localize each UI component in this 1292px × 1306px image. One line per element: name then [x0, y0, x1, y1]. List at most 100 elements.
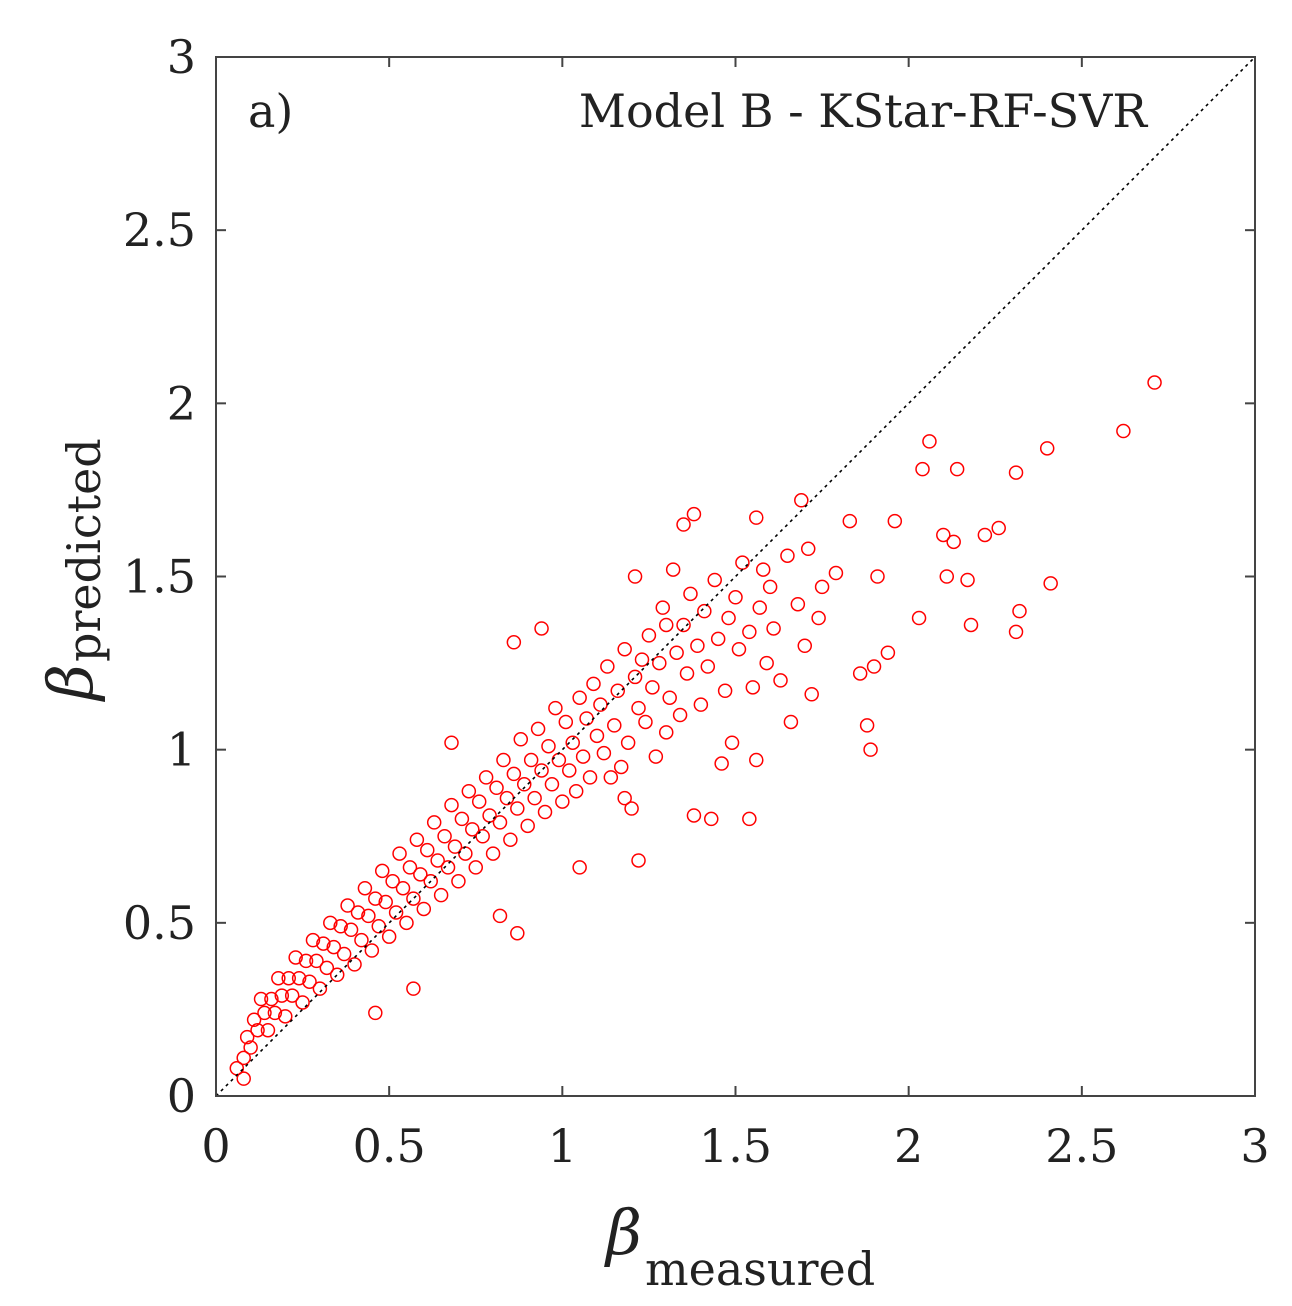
data-point — [710, 631, 726, 647]
data-point — [329, 967, 345, 983]
data-point — [260, 1022, 276, 1038]
data-point — [655, 600, 671, 615]
data-point — [433, 887, 449, 903]
data-point — [516, 777, 532, 792]
data-point — [842, 513, 858, 529]
data-point — [503, 832, 518, 847]
data-point — [572, 860, 587, 875]
data-point — [541, 738, 556, 754]
data-point — [762, 579, 778, 595]
data-point — [492, 908, 508, 924]
data-point — [780, 548, 795, 563]
plot-frame — [215, 56, 1256, 1097]
x-axis-label: β measured — [604, 1196, 875, 1296]
data-point — [686, 506, 702, 522]
data-point — [562, 763, 577, 778]
data-point — [544, 777, 560, 792]
data-point — [267, 1005, 283, 1021]
data-point — [461, 783, 477, 799]
data-point — [482, 808, 497, 823]
data-point — [866, 659, 882, 674]
data-point — [499, 790, 515, 806]
data-point — [551, 752, 567, 768]
data-point — [600, 659, 615, 674]
data-point — [721, 610, 736, 626]
data-point — [752, 600, 767, 615]
data-point — [887, 513, 903, 529]
data-point — [381, 929, 397, 944]
data-point — [672, 707, 688, 723]
data-point — [413, 867, 428, 882]
data-point — [288, 950, 303, 965]
data-point — [264, 991, 279, 1007]
data-point — [749, 752, 764, 768]
data-point — [627, 569, 643, 584]
data-point — [420, 842, 435, 858]
data-point — [385, 874, 400, 889]
data-point — [870, 569, 885, 584]
data-point — [707, 572, 722, 588]
data-point — [336, 946, 352, 962]
data-point — [510, 801, 525, 816]
data-point — [686, 808, 702, 823]
data-point — [444, 735, 459, 750]
data-point — [506, 635, 522, 650]
data-point — [440, 860, 456, 875]
data-point — [478, 770, 494, 785]
data-point — [607, 718, 622, 733]
data-point — [305, 932, 321, 948]
data-point — [302, 974, 317, 989]
data-point — [645, 680, 660, 695]
data-point — [735, 555, 750, 570]
data-point — [451, 874, 466, 889]
data-point — [1008, 624, 1024, 640]
data-point — [1116, 423, 1131, 439]
data-point — [568, 783, 584, 799]
data-point — [513, 732, 529, 747]
data-point — [755, 562, 771, 577]
data-point — [575, 749, 591, 764]
y-tick-label: 0 — [167, 1069, 196, 1123]
data-point — [960, 572, 975, 588]
data-point — [368, 1005, 383, 1021]
data-point — [1012, 603, 1027, 619]
data-point — [447, 839, 463, 854]
data-point — [1039, 441, 1055, 456]
data-point — [326, 939, 342, 955]
data-point — [454, 811, 470, 827]
data-point — [603, 770, 619, 785]
data-point — [406, 891, 421, 906]
data-point — [579, 711, 594, 726]
data-point — [589, 728, 605, 744]
data-point — [766, 621, 781, 636]
data-point — [423, 874, 438, 889]
data-point — [1043, 576, 1058, 591]
data-point — [915, 461, 930, 477]
data-point — [665, 562, 681, 577]
data-point — [312, 981, 328, 996]
data-point — [530, 721, 546, 737]
data-point — [613, 759, 629, 775]
data-point — [309, 953, 324, 969]
data-point — [627, 669, 643, 685]
data-point — [676, 617, 691, 633]
data-point — [291, 970, 307, 986]
data-point — [742, 811, 757, 827]
data-point — [1008, 465, 1024, 480]
data-point — [936, 527, 951, 543]
data-point — [638, 714, 653, 730]
data-point — [534, 621, 549, 636]
data-point — [939, 569, 955, 584]
data-point — [690, 638, 705, 654]
data-point — [371, 919, 387, 934]
data-point — [624, 801, 639, 816]
data-point — [392, 846, 407, 861]
data-point — [631, 700, 646, 716]
data-point — [506, 766, 522, 782]
data-point — [399, 915, 414, 931]
data-point — [333, 919, 348, 934]
data-point — [731, 641, 747, 657]
data-point — [350, 905, 366, 920]
data-point — [364, 943, 380, 958]
